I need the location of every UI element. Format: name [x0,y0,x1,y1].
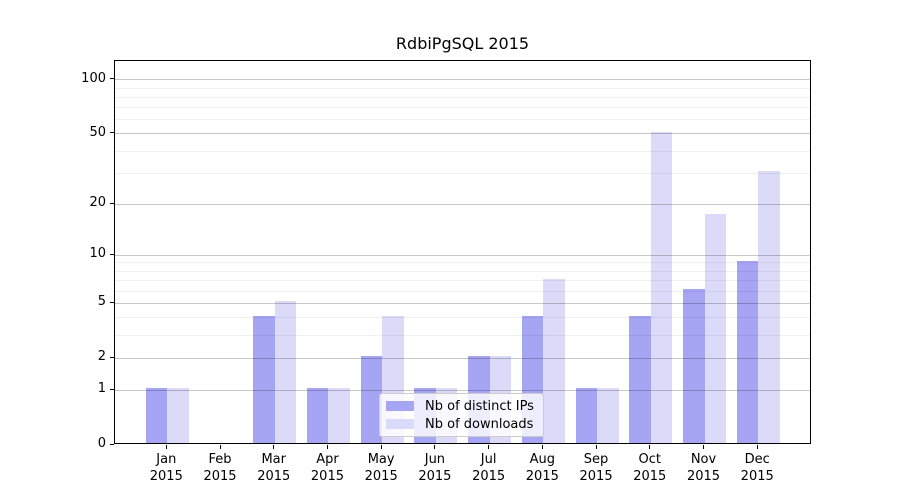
x-tick-label-apr: Apr 2015 [310,452,344,484]
legend: Nb of distinct IPs Nb of downloads [379,393,544,437]
bar-downloads-jan [167,388,189,443]
y-tick-label: 20 [89,195,106,211]
legend-item-downloads: Nb of downloads [386,415,537,433]
y-tick-label: 2 [97,349,106,365]
gridline-minor [115,87,810,89]
x-tick-mark [756,445,758,449]
y-tick-label: 10 [89,246,106,262]
gridline-major [115,203,810,205]
x-tick-mark [434,445,436,449]
y-tick-label: 0 [97,436,106,451]
gridline-major [115,357,810,359]
y-tick-label: 1 [97,381,106,397]
x-tick-label-jun: Jun 2015 [418,452,452,484]
x-tick-mark [541,445,543,449]
y-tick-mark [110,78,114,80]
gridline-minor [115,96,810,98]
y-tick-label: 50 [89,124,106,140]
bar-distinct-ips-apr [306,388,329,443]
gridline-minor [115,262,810,264]
legend-swatch-downloads [386,419,414,429]
x-tick-mark [488,445,490,449]
gridline-minor [115,172,810,174]
x-tick-mark [595,445,597,449]
y-tick-mark [110,202,114,204]
legend-label-downloads: Nb of downloads [425,416,534,432]
x-tick-label-oct: Oct 2015 [633,452,667,484]
x-tick-label-aug: Aug 2015 [525,452,559,484]
bar-distinct-ips-dec [736,260,759,443]
x-tick-label-dec: Dec 2015 [740,452,774,484]
x-tick-mark [703,445,704,449]
x-tick-mark [273,445,275,449]
x-tick-mark [649,445,651,449]
y-tick-label: 100 [81,70,106,86]
bar-downloads-aug [543,278,565,443]
y-tick-mark [110,356,114,358]
gridline-major [115,79,810,81]
plot-area: Nb of distinct IPs Nb of downloads [114,60,811,444]
gridline-major [115,133,810,135]
legend-item-distinct-ips: Nb of distinct IPs [386,397,537,415]
bar-downloads-nov [704,214,726,443]
bar-downloads-mar [274,301,297,443]
legend-swatch-distinct-ips [386,401,414,411]
bar-distinct-ips-mar [253,315,275,443]
gridline-minor [115,119,810,121]
x-tick-label-feb: Feb 2015 [203,452,237,484]
gridline-minor [115,317,810,319]
x-tick-mark [380,445,382,449]
x-tick-mark [219,445,221,449]
bar-downloads-sep [597,388,619,443]
bar-distinct-ips-nov [683,289,705,443]
y-tick-mark [110,253,114,255]
x-tick-label-may: May 2015 [364,452,398,484]
y-tick-mark [110,443,114,445]
bar-downloads-apr [328,388,350,443]
x-tick-label-nov: Nov 2015 [686,452,721,484]
y-tick-mark [110,301,114,303]
x-tick-mark [326,445,328,449]
gridline-major [115,389,810,391]
legend-label-distinct-ips: Nb of distinct IPs [425,398,534,414]
gridline-major [115,254,810,256]
bar-downloads-oct [650,132,673,443]
gridline-major [115,302,810,304]
x-tick-mark [165,445,167,449]
x-tick-label-mar: Mar 2015 [257,452,291,484]
gridline-minor [115,107,810,109]
gridline-minor [115,290,810,292]
gridline-minor [115,270,810,272]
y-tick-mark [110,388,114,390]
x-tick-label-jan: Jan 2015 [149,452,183,484]
bar-distinct-ips-sep [575,388,598,443]
gridline-minor [115,334,810,336]
x-tick-label-jul: Jul 2015 [472,452,506,484]
gridline-minor [115,280,810,282]
bar-downloads-dec [758,171,780,443]
x-tick-label-sep: Sep 2015 [579,452,613,484]
bar-distinct-ips-oct [629,315,651,443]
bar-distinct-ips-jan [145,388,168,443]
gridline-minor [115,150,810,152]
y-tick-mark [110,132,114,134]
chart-title: RdbiPgSQL 2015 [395,34,530,53]
bar-distinct-ips-may [360,356,383,443]
y-tick-label: 5 [97,294,106,310]
